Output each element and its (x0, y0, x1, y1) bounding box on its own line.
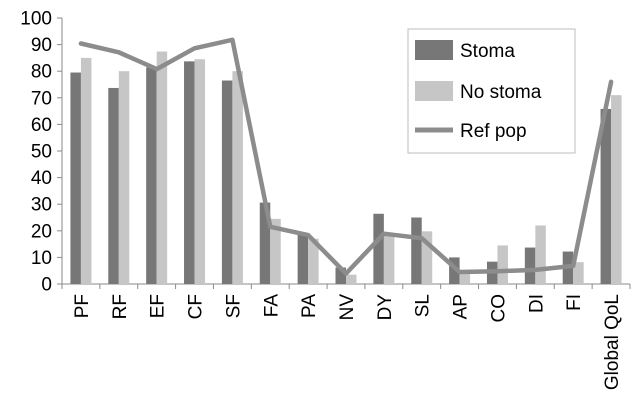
bar-no-stoma (270, 218, 281, 284)
x-tick-label: FI (564, 294, 585, 311)
bar-no-stoma (497, 245, 508, 284)
y-tick-label: 70 (31, 88, 52, 109)
y-tick-label: 90 (31, 35, 52, 56)
bar-no-stoma (611, 95, 622, 284)
x-tick-label: CF (186, 294, 207, 319)
bar-stoma (146, 67, 157, 284)
x-tick-label: FA (261, 294, 282, 318)
x-tick-label: SL (413, 294, 434, 317)
bar-stoma (108, 87, 119, 284)
bar-no-stoma (308, 238, 319, 284)
legend: Stoma No stoma Ref pop (407, 28, 576, 154)
y-tick-label: 40 (31, 168, 52, 189)
bar-no-stoma (573, 262, 584, 284)
legend-label-no-stoma: No stoma (460, 82, 542, 103)
bar-no-stoma (459, 270, 471, 284)
x-tick-label: PF (72, 294, 93, 318)
y-tick-label: 20 (31, 221, 52, 242)
x-tick-label: DY (375, 294, 396, 321)
x-tick-label: CO (488, 294, 509, 323)
x-tick-label: Global QoL (602, 294, 623, 390)
y-tick-label: 10 (31, 248, 52, 269)
x-tick-label: DI (526, 294, 547, 313)
bar-stoma (259, 202, 271, 284)
y-tick-label: 80 (31, 62, 52, 83)
bar-no-stoma (194, 59, 206, 285)
x-tick-label: PA (299, 294, 320, 318)
bar-no-stoma (80, 57, 92, 285)
y-tick-label: 50 (31, 142, 52, 163)
x-tick-label: SF (223, 294, 244, 318)
bar-stoma (600, 108, 612, 284)
legend-label-stoma: Stoma (460, 41, 515, 62)
bar-stoma (335, 267, 346, 284)
bar-stoma (373, 213, 384, 284)
x-tick-label: NV (337, 294, 358, 321)
x-tick-label: RF (110, 294, 131, 319)
y-tick-label: 60 (31, 115, 52, 136)
y-tick-label: 100 (20, 9, 52, 30)
line-ref-pop (78, 37, 614, 276)
bar-no-stoma (346, 274, 357, 284)
bar-no-stoma (156, 51, 168, 285)
legend-swatch-no-stoma (415, 81, 453, 101)
bar-no-stoma (383, 233, 395, 284)
legend-label-ref-pop: Ref pop (460, 121, 527, 142)
bar-stoma (411, 217, 422, 284)
bar-stoma (524, 247, 536, 284)
plot-area: 0 10 20 30 40 50 60 70 80 90 100 PF RF EF CF SF FA PA NV DY… (20, 9, 631, 390)
bar-stoma (184, 61, 195, 284)
x-tick-label: EF (148, 294, 169, 318)
bar-no-stoma (535, 225, 546, 284)
x-tick-label: AP (451, 294, 472, 319)
bar-no-stoma (118, 71, 130, 284)
bar-stoma (297, 234, 309, 284)
legend-swatch-stoma (415, 40, 453, 60)
y-tick-label: 0 (41, 275, 52, 296)
bar-stoma (449, 257, 460, 284)
bar-stoma (70, 72, 81, 284)
bar-no-stoma (421, 231, 433, 284)
bar-no-stoma (232, 71, 243, 284)
y-tick-label: 30 (31, 195, 52, 216)
bar-stoma (221, 80, 233, 284)
